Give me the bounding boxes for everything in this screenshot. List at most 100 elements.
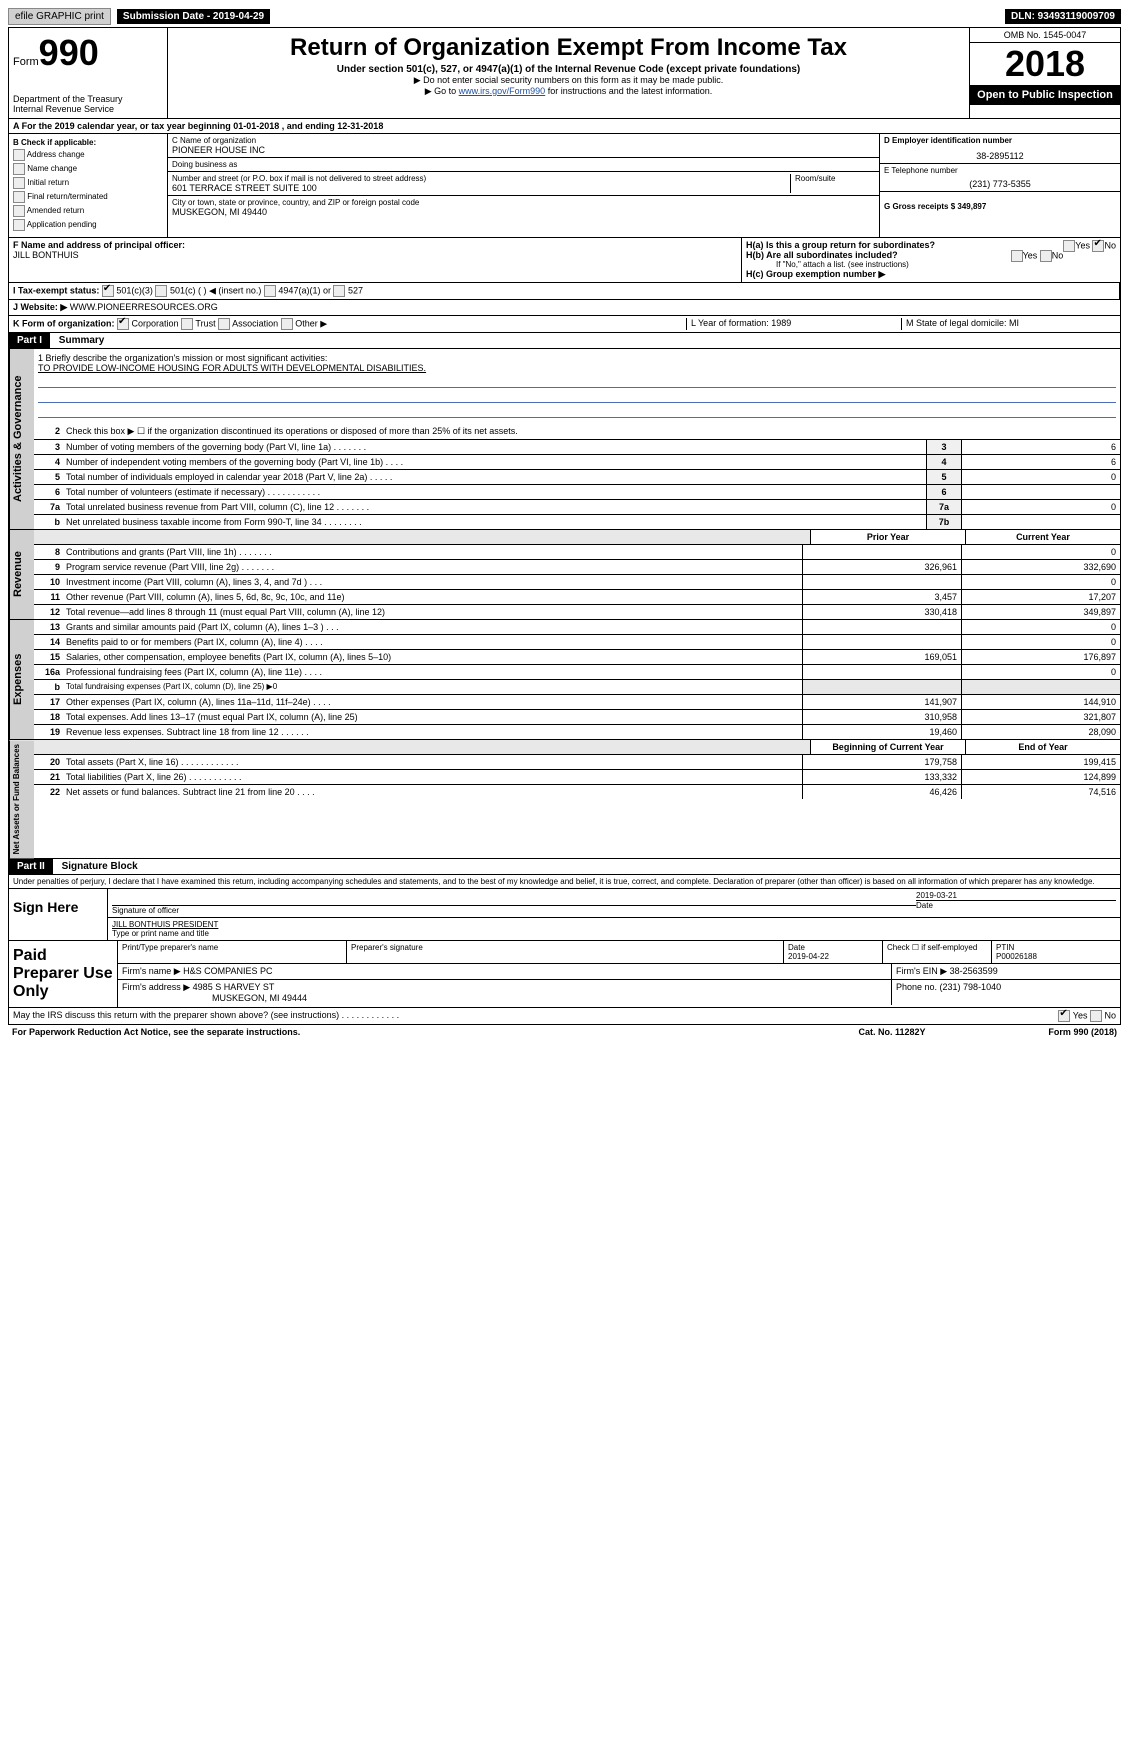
opt-assoc: Association: [232, 318, 278, 328]
cb-final-return[interactable]: Final return/terminated: [13, 191, 163, 203]
line-2: 2 Check this box ▶ ☐ if the organization…: [34, 424, 1120, 440]
part2-title: Signature Block: [56, 859, 144, 874]
header-right: OMB No. 1545-0047 2018 Open to Public In…: [969, 28, 1120, 118]
gross-receipts: G Gross receipts $ 349,897: [884, 202, 1116, 211]
col-d: D Employer identification number 38-2895…: [880, 134, 1120, 237]
discuss-row: May the IRS discuss this return with the…: [8, 1008, 1121, 1025]
hb-yesno: Yes No: [1011, 250, 1064, 262]
end-year-header: End of Year: [965, 740, 1120, 754]
col-h: H(a) Is this a group return for subordin…: [742, 238, 1120, 282]
line-9: 9 Program service revenue (Part VIII, li…: [34, 560, 1120, 575]
row-k: K Form of organization: Corporation Trus…: [8, 316, 1121, 333]
form-title: Return of Organization Exempt From Incom…: [172, 34, 965, 62]
sign-here-row: Sign Here Signature of officer 2019-03-2…: [9, 889, 1120, 940]
governance-section: Activities & Governance 1 Briefly descri…: [8, 349, 1121, 530]
officer-name-title: JILL BONTHUIS PRESIDENT: [112, 920, 1116, 929]
form990-link[interactable]: www.irs.gov/Form990: [459, 86, 546, 96]
col-b-title: B Check if applicable:: [13, 138, 163, 147]
k-label: K Form of organization:: [13, 318, 115, 328]
efile-button[interactable]: efile GRAPHIC print: [8, 8, 111, 25]
cb-501c[interactable]: [155, 285, 167, 297]
h-b: H(b) Are all subordinates included? Yes …: [746, 250, 1116, 260]
room-label: Room/suite: [790, 174, 875, 193]
firm-ein: 38-2563599: [950, 966, 998, 976]
cb-assoc[interactable]: [218, 318, 230, 330]
cb-name-change[interactable]: Name change: [13, 163, 163, 175]
col-b: B Check if applicable: Address change Na…: [9, 134, 168, 237]
cb-label: Address change: [27, 150, 85, 159]
ha-text: H(a) Is this a group return for subordin…: [746, 240, 935, 250]
yes-label: Yes: [1073, 1011, 1088, 1021]
mission-box: 1 Briefly describe the organization's mi…: [34, 349, 1120, 424]
cb-4947[interactable]: [264, 285, 276, 297]
firm-ein-label: Firm's EIN ▶: [896, 966, 947, 976]
cb-corp[interactable]: [117, 318, 129, 330]
org-name-label: C Name of organization: [172, 136, 875, 145]
prep-date-label: Date: [788, 943, 805, 952]
phone-label: E Telephone number: [884, 166, 1116, 175]
mission-line: [38, 375, 1116, 388]
sig-officer-label: Signature of officer: [112, 905, 916, 915]
cb-address-change[interactable]: Address change: [13, 149, 163, 161]
line-11: 11 Other revenue (Part VIII, column (A),…: [34, 590, 1120, 605]
row-i: I Tax-exempt status: 501(c)(3) 501(c) ( …: [8, 283, 1121, 300]
cb-discuss-yes[interactable]: [1058, 1010, 1070, 1022]
cb-discuss-no[interactable]: [1090, 1010, 1102, 1022]
firm-addr2: MUSKEGON, MI 49444: [122, 993, 307, 1003]
cat-no: Cat. No. 11282Y: [817, 1027, 967, 1037]
f-label: F Name and address of principal officer:: [13, 240, 737, 250]
cb-pending[interactable]: Application pending: [13, 219, 163, 231]
perjury-text: Under penalties of perjury, I declare th…: [9, 875, 1120, 889]
netassets-col-headers: Beginning of Current Year End of Year: [34, 740, 1120, 755]
line-8: 8 Contributions and grants (Part VIII, l…: [34, 545, 1120, 560]
opt-corp: Corporation: [132, 318, 179, 328]
revenue-body: Prior Year Current Year 8 Contributions …: [34, 530, 1120, 619]
netassets-body: Beginning of Current Year End of Year 20…: [34, 740, 1120, 858]
k-left: K Form of organization: Corporation Trus…: [13, 318, 686, 330]
officer-name-row: JILL BONTHUIS PRESIDENT Type or print na…: [108, 918, 1120, 940]
cb-501c3[interactable]: [102, 285, 114, 297]
line-12: 12 Total revenue—add lines 8 through 11 …: [34, 605, 1120, 619]
footer: For Paperwork Reduction Act Notice, see …: [8, 1025, 1121, 1039]
opt-527: 527: [348, 285, 363, 295]
vert-revenue: Revenue: [9, 530, 34, 619]
line-22: 22 Net assets or fund balances. Subtract…: [34, 785, 1120, 799]
firm-name-row: Firm's name ▶ H&S COMPANIES PC Firm's EI…: [118, 964, 1120, 980]
city: MUSKEGON, MI 49440: [172, 207, 875, 217]
revenue-section: Revenue Prior Year Current Year 8 Contri…: [8, 530, 1121, 620]
line-16a: 16a Professional fundraising fees (Part …: [34, 665, 1120, 680]
sign-here-label: Sign Here: [9, 889, 108, 940]
section-bcd: B Check if applicable: Address change Na…: [8, 134, 1121, 238]
addr-cell: Number and street (or P.O. box if mail i…: [168, 172, 879, 196]
addr: 601 TERRACE STREET SUITE 100: [172, 183, 790, 193]
expense-section: Expenses 13 Grants and similar amounts p…: [8, 620, 1121, 740]
paid-preparer-row: Paid Preparer Use Only Print/Type prepar…: [9, 940, 1120, 1007]
prep-sig-label: Preparer's signature: [347, 941, 784, 963]
form-subtitle: Under section 501(c), 527, or 4947(a)(1)…: [172, 64, 965, 75]
cb-trust[interactable]: [181, 318, 193, 330]
prep-date: 2019-04-22: [788, 952, 829, 961]
h-a: H(a) Is this a group return for subordin…: [746, 240, 1116, 250]
cb-amended[interactable]: Amended return: [13, 205, 163, 217]
check-self: Check ☐ if self-employed: [883, 941, 992, 963]
row-a-tax-year: A For the 2019 calendar year, or tax yea…: [8, 119, 1121, 134]
col-f: F Name and address of principal officer:…: [9, 238, 742, 282]
yes-label: Yes: [1075, 240, 1090, 250]
gross-cell: G Gross receipts $ 349,897: [880, 192, 1120, 213]
line-19: 19 Revenue less expenses. Subtract line …: [34, 725, 1120, 739]
cb-other[interactable]: [281, 318, 293, 330]
note2-post: for instructions and the latest informat…: [545, 86, 712, 96]
type-name-label: Type or print name and title: [112, 929, 1116, 938]
netassets-section: Net Assets or Fund Balances Beginning of…: [8, 740, 1121, 859]
state-domicile: M State of legal domicile: MI: [901, 318, 1116, 330]
line-13: 13 Grants and similar amounts paid (Part…: [34, 620, 1120, 635]
firm-addr-row: Firm's address ▶ 4985 S HARVEY ST MUSKEG…: [118, 980, 1120, 1005]
cb-527[interactable]: [333, 285, 345, 297]
cb-initial-return[interactable]: Initial return: [13, 177, 163, 189]
header-center: Return of Organization Exempt From Incom…: [168, 28, 969, 118]
row-j: J Website: ▶ WWW.PIONEERRESOURCES.ORG: [8, 300, 1121, 316]
preparer-header-row: Print/Type preparer's name Preparer's si…: [118, 941, 1120, 964]
line-3: 3 Number of voting members of the govern…: [34, 440, 1120, 455]
line-15: 15 Salaries, other compensation, employe…: [34, 650, 1120, 665]
open-public: Open to Public Inspection: [970, 85, 1120, 105]
